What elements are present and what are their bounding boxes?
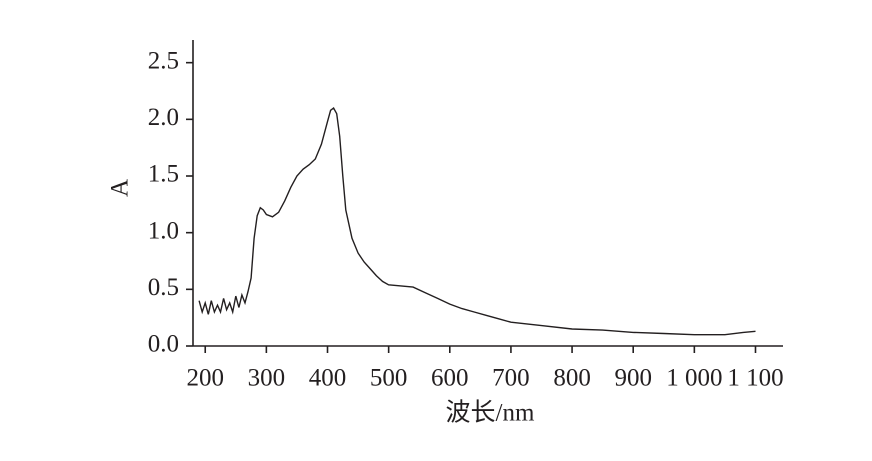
x-axis-label: 波长/nm (446, 399, 535, 427)
y-tick-label: 2.0 (148, 104, 179, 131)
y-tick-label: 1.0 (148, 217, 179, 244)
x-tick-label: 1 000 (666, 365, 722, 392)
y-tick-label: 1.5 (148, 161, 179, 188)
x-tick-label: 800 (553, 365, 591, 392)
y-tick-label: 0.0 (148, 331, 179, 358)
x-tick-label: 500 (370, 365, 408, 392)
x-tick-label: 300 (248, 365, 286, 392)
y-axis-label: A (107, 179, 134, 197)
x-tick-label: 1 100 (727, 365, 783, 392)
x-tick-label: 700 (492, 365, 530, 392)
y-tick-label: 2.5 (148, 47, 179, 74)
y-tick-label: 0.5 (148, 274, 179, 301)
spectrum-line (198, 106, 756, 336)
x-tick-label: 900 (614, 365, 652, 392)
x-tick-label: 600 (431, 365, 469, 392)
x-tick-label: 200 (186, 365, 224, 392)
x-tick-label: 400 (309, 365, 347, 392)
